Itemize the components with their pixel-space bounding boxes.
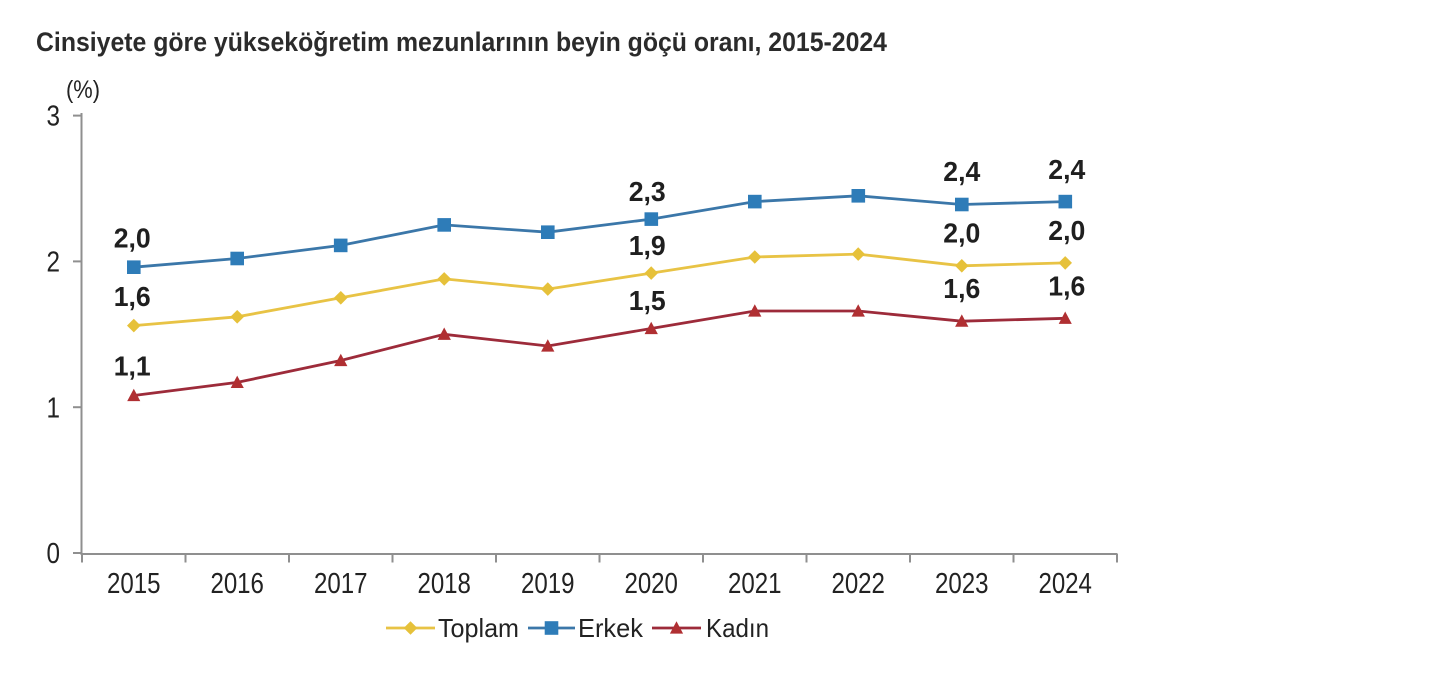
svg-text:(%): (%) (66, 76, 100, 104)
svg-text:2018: 2018 (417, 568, 471, 600)
svg-text:2,4: 2,4 (1048, 154, 1085, 185)
svg-text:1: 1 (47, 392, 61, 424)
svg-text:2,0: 2,0 (114, 222, 151, 253)
svg-text:Kadın: Kadın (706, 613, 769, 643)
svg-text:Toplam: Toplam (438, 613, 519, 643)
svg-text:2021: 2021 (728, 568, 782, 600)
svg-text:2020: 2020 (624, 568, 678, 600)
svg-text:1,9: 1,9 (629, 230, 666, 261)
svg-text:1,6: 1,6 (114, 281, 151, 312)
svg-text:2,0: 2,0 (1048, 215, 1085, 246)
svg-text:2,3: 2,3 (629, 176, 666, 207)
svg-text:2019: 2019 (521, 568, 575, 600)
svg-text:3: 3 (47, 101, 61, 133)
svg-text:2016: 2016 (210, 568, 264, 600)
svg-text:2022: 2022 (831, 568, 885, 600)
svg-text:2015: 2015 (107, 568, 161, 600)
svg-text:2,0: 2,0 (943, 218, 980, 249)
svg-text:2024: 2024 (1038, 568, 1092, 600)
svg-text:Cinsiyete göre yükseköğretim m: Cinsiyete göre yükseköğretim mezunlarını… (36, 27, 887, 57)
svg-text:2: 2 (47, 247, 61, 279)
svg-text:0: 0 (47, 538, 61, 570)
svg-text:1,6: 1,6 (1048, 271, 1085, 302)
svg-text:1,5: 1,5 (629, 285, 666, 316)
svg-text:2017: 2017 (314, 568, 368, 600)
svg-text:Erkek: Erkek (578, 613, 644, 643)
svg-text:1,1: 1,1 (114, 351, 151, 382)
svg-text:2,4: 2,4 (943, 156, 980, 187)
svg-text:1,6: 1,6 (943, 273, 980, 304)
svg-text:2023: 2023 (935, 568, 989, 600)
